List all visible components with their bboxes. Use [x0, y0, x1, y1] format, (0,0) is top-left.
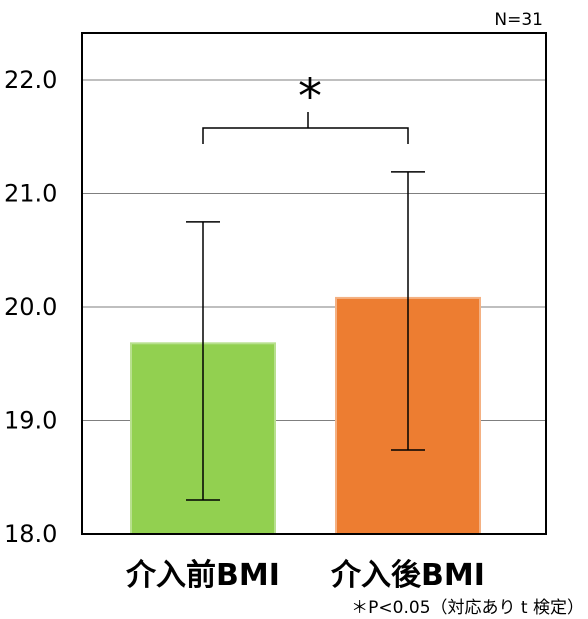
footnote: ＊P<0.05（対応あり t 検定）	[351, 598, 584, 618]
y-axis-ticks: 18.0 19.0 20.0 21.0 22.0	[4, 66, 57, 548]
y-tick-label: 18.0	[4, 520, 57, 548]
y-tick-label: 22.0	[4, 66, 57, 94]
y-tick-label: 19.0	[4, 407, 57, 435]
plot-frame	[81, 32, 547, 535]
error-bar-before	[186, 221, 220, 501]
category-label-after: 介入後BMI	[330, 558, 485, 593]
error-bar-after	[391, 171, 425, 451]
y-tick-label: 20.0	[4, 293, 57, 321]
y-tick-label: 21.0	[4, 180, 57, 208]
sample-size-label: N=31	[494, 10, 543, 30]
category-label-before: 介入前BMI	[125, 558, 280, 593]
significance-bracket	[202, 112, 409, 144]
significance-mark: *	[298, 69, 322, 125]
